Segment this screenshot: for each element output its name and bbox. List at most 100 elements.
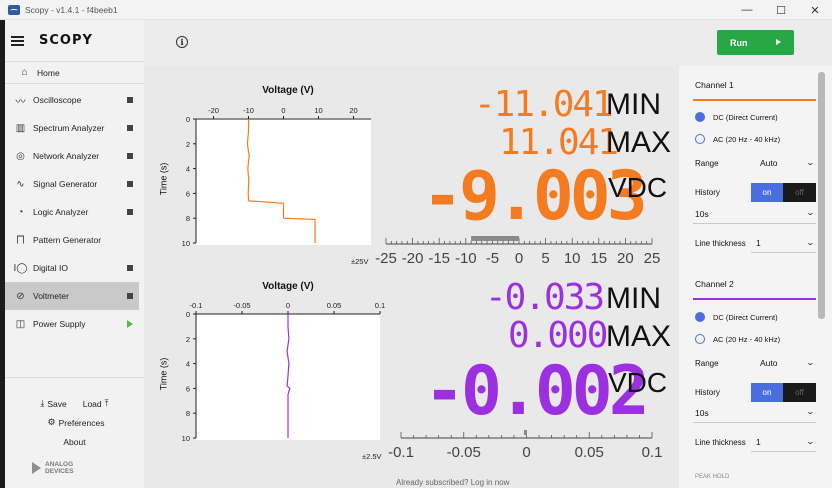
x-tick-label: -0.05 (233, 301, 250, 310)
voltmeter-icon: ⊘ (16, 290, 25, 302)
channel1-value: -9.003 (422, 157, 648, 236)
channel1-history-label: History (695, 188, 720, 197)
menu-icon[interactable] (11, 35, 24, 46)
scale-tick-label: 0.05 (575, 444, 604, 461)
channel2-line-thickness-select[interactable]: 1 (756, 437, 761, 447)
scale-tick-label: -15 (428, 250, 450, 267)
sidebar-item-power-supply[interactable]: ◫ Power Supply (5, 310, 144, 338)
channel2-history-label: History (695, 388, 720, 397)
close-button[interactable]: ✕ (810, 4, 820, 17)
settings-scrollbar[interactable] (818, 72, 825, 319)
scale-tick-label: -25 (375, 250, 397, 267)
channel2-range-select[interactable]: Auto (760, 358, 778, 368)
y-tick-label: 4 (186, 165, 190, 174)
sidebar-item-pattern-generator[interactable]: ⨅ Pattern Generator (5, 226, 144, 254)
channel1-dc-option[interactable]: DC (Direct Current) (695, 112, 778, 122)
power-supply-icon: ◫ (15, 318, 26, 330)
minimize-button[interactable]: — (741, 4, 753, 16)
chevron-down-icon: ⌄ (805, 208, 816, 217)
y-tick-label: 2 (186, 335, 190, 344)
scale-value-bar (471, 236, 519, 241)
sidebar-item-spectrum-analyzer[interactable]: ▥ Spectrum Analyzer (5, 114, 144, 142)
run-button[interactable]: Run (717, 30, 794, 55)
status-indicator (127, 153, 133, 159)
info-icon[interactable]: i (176, 36, 188, 48)
sidebar-item-digital-io[interactable]: I◯ Digital IO (5, 254, 144, 282)
channel1-ac-option[interactable]: AC (20 Hz - 40 kHz) (695, 134, 780, 144)
x-tick-label: 0 (286, 301, 290, 310)
voltmeter-display: Voltage (V) Time (s) -20 -10 0 10 20 0 2 4 6 8 10 … (144, 66, 679, 488)
status-indicator (127, 209, 133, 215)
channel1-min-value: -11.041 (474, 84, 614, 125)
scale-tick-label: 15 (590, 250, 607, 267)
channel1-plot-title: Voltage (V) (262, 85, 314, 96)
network-icon: ◎ (16, 150, 25, 162)
chevron-down-icon: ⌄ (805, 437, 816, 446)
y-tick-label: 2 (186, 140, 190, 149)
channel1-line-thickness-select[interactable]: 1 (756, 238, 761, 248)
chevron-down-icon: ⌄ (805, 238, 816, 247)
sidebar-item-voltmeter[interactable]: ⊘ Voltmeter (5, 282, 139, 310)
sidebar: SCOPY ⌂ Home 〰 Oscilloscope ▥ Spectrum A… (5, 20, 144, 488)
background-window-text: Already subscribed? Log in now (396, 478, 510, 487)
chevron-down-icon: ⌄ (805, 358, 816, 367)
sidebar-item-label: Pattern Generator (33, 235, 102, 245)
radio-checked-icon (695, 312, 705, 322)
channel2-max-value: 0.000 (508, 315, 608, 356)
sidebar-item-signal-generator[interactable]: ∿ Signal Generator (5, 170, 144, 198)
save-button[interactable]: Save (47, 398, 67, 409)
scale-tick-label: -0.05 (447, 444, 481, 461)
home-icon: ⌂ (21, 67, 28, 78)
channel2-plot-title: Voltage (V) (262, 281, 314, 292)
run-label: Run (730, 37, 748, 48)
load-button[interactable]: Load (82, 398, 102, 409)
sidebar-item-oscilloscope[interactable]: 〰 Oscilloscope (5, 86, 144, 114)
channel1-scale-range: ±25V (351, 257, 369, 266)
y-tick-label: 0 (186, 115, 190, 124)
channel1-unit: VDC (608, 172, 668, 203)
channel2-scale-range: ±2.5V (362, 452, 382, 461)
preferences-button[interactable]: Preferences (58, 417, 105, 428)
scale-tick-label: 0.1 (642, 444, 663, 461)
sidebar-item-label: Spectrum Analyzer (33, 123, 105, 133)
scale-tick-label: 5 (541, 250, 549, 267)
sidebar-item-home[interactable]: ⌂ Home (5, 62, 144, 84)
radio-unchecked-icon (695, 334, 705, 344)
play-icon (776, 39, 781, 45)
scale-tick-label: 0 (522, 444, 530, 461)
channel2-ac-option[interactable]: AC (20 Hz - 40 kHz) (695, 334, 780, 344)
scale-tick-label: -0.1 (388, 444, 414, 461)
channel2-history-toggle[interactable]: on off (751, 383, 816, 402)
channel1-history-plot (196, 118, 371, 245)
channel1-history-toggle[interactable]: on off (751, 183, 816, 202)
channel1-linear-scale: -25 -20 -15 -10 -5 0 5 10 15 20 25 (375, 236, 660, 267)
about-button[interactable]: About (63, 436, 86, 447)
channel2-value: -0.002 (424, 352, 650, 431)
gear-icon: ⚙ (47, 417, 56, 427)
digital-io-icon: I◯ (13, 262, 28, 274)
sidebar-item-label: Home (37, 67, 60, 78)
sidebar-footer: ⤓ Save Load ⤒ ⚙ Preferences About (5, 377, 144, 451)
channel2-dc-option[interactable]: DC (Direct Current) (695, 312, 778, 322)
channel2-history-select[interactable]: 10s (695, 408, 709, 418)
tool-header: i Run (144, 20, 832, 66)
status-indicator (127, 125, 133, 131)
maximize-button[interactable]: ☐ (776, 4, 786, 17)
channel1-history-select[interactable]: 10s (695, 209, 709, 219)
peak-hold-section[interactable]: PEAK HOLD (695, 474, 730, 480)
sidebar-item-label: Logic Analyzer (33, 207, 89, 217)
scale-tick-label: -10 (455, 250, 477, 267)
sidebar-item-label: Signal Generator (33, 179, 98, 189)
scale-tick-label: 0 (515, 250, 523, 267)
sidebar-item-logic-analyzer[interactable]: ◔ Logic Analyzer (5, 198, 144, 226)
sidebar-item-label: Power Supply (33, 319, 86, 329)
sidebar-item-network-analyzer[interactable]: ◎ Network Analyzer (5, 142, 144, 170)
channel2-settings-title: Channel 2 (695, 279, 734, 289)
channel2-linear-scale: -0.1 -0.05 0 0.05 0.1 (388, 430, 663, 461)
x-tick-label: -0.1 (190, 301, 203, 310)
radio-checked-icon (695, 112, 705, 122)
y-tick-label: 8 (186, 409, 190, 418)
channel1-range-select[interactable]: Auto (760, 158, 778, 168)
chevron-down-icon: ⌄ (805, 158, 816, 167)
app-logo: SCOPY (39, 33, 93, 48)
